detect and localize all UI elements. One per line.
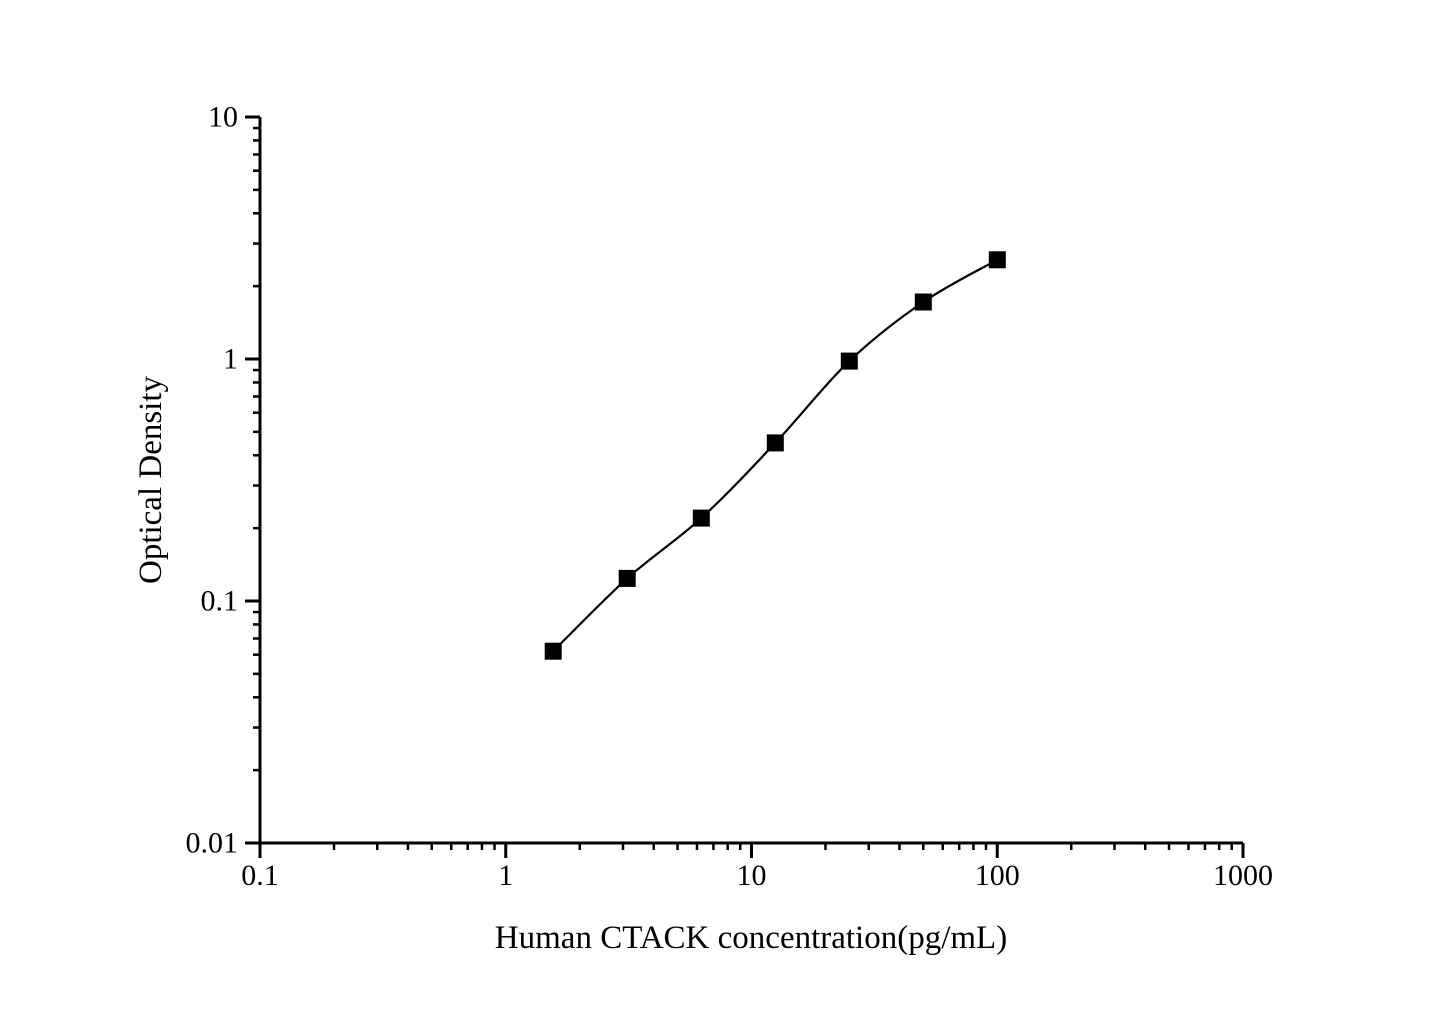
curve-line bbox=[552, 258, 998, 652]
x-axis-title: Human CTACK concentration(pg/mL) bbox=[495, 920, 1007, 956]
y-tick-label: 0.1 bbox=[201, 585, 239, 618]
data-point-marker bbox=[840, 352, 858, 370]
y-axis-title: Optical Density bbox=[133, 375, 169, 584]
data-point-marker bbox=[988, 251, 1006, 269]
data-point-marker bbox=[692, 509, 710, 527]
y-tick-label: 10 bbox=[208, 101, 238, 134]
data-point-marker bbox=[544, 642, 562, 660]
x-tick-label: 0.1 bbox=[241, 859, 279, 892]
x-tick-label: 10 bbox=[737, 859, 767, 892]
data-point-marker bbox=[618, 569, 636, 587]
data-point-marker bbox=[914, 293, 932, 311]
data-point-marker bbox=[766, 434, 784, 452]
x-tick-label: 1 bbox=[498, 859, 513, 892]
x-tick-label: 1000 bbox=[1213, 859, 1273, 892]
data-series bbox=[544, 251, 1006, 660]
y-tick-label: 0.01 bbox=[186, 827, 239, 860]
x-tick-label: 100 bbox=[975, 859, 1020, 892]
y-tick-label: 1 bbox=[223, 343, 238, 376]
